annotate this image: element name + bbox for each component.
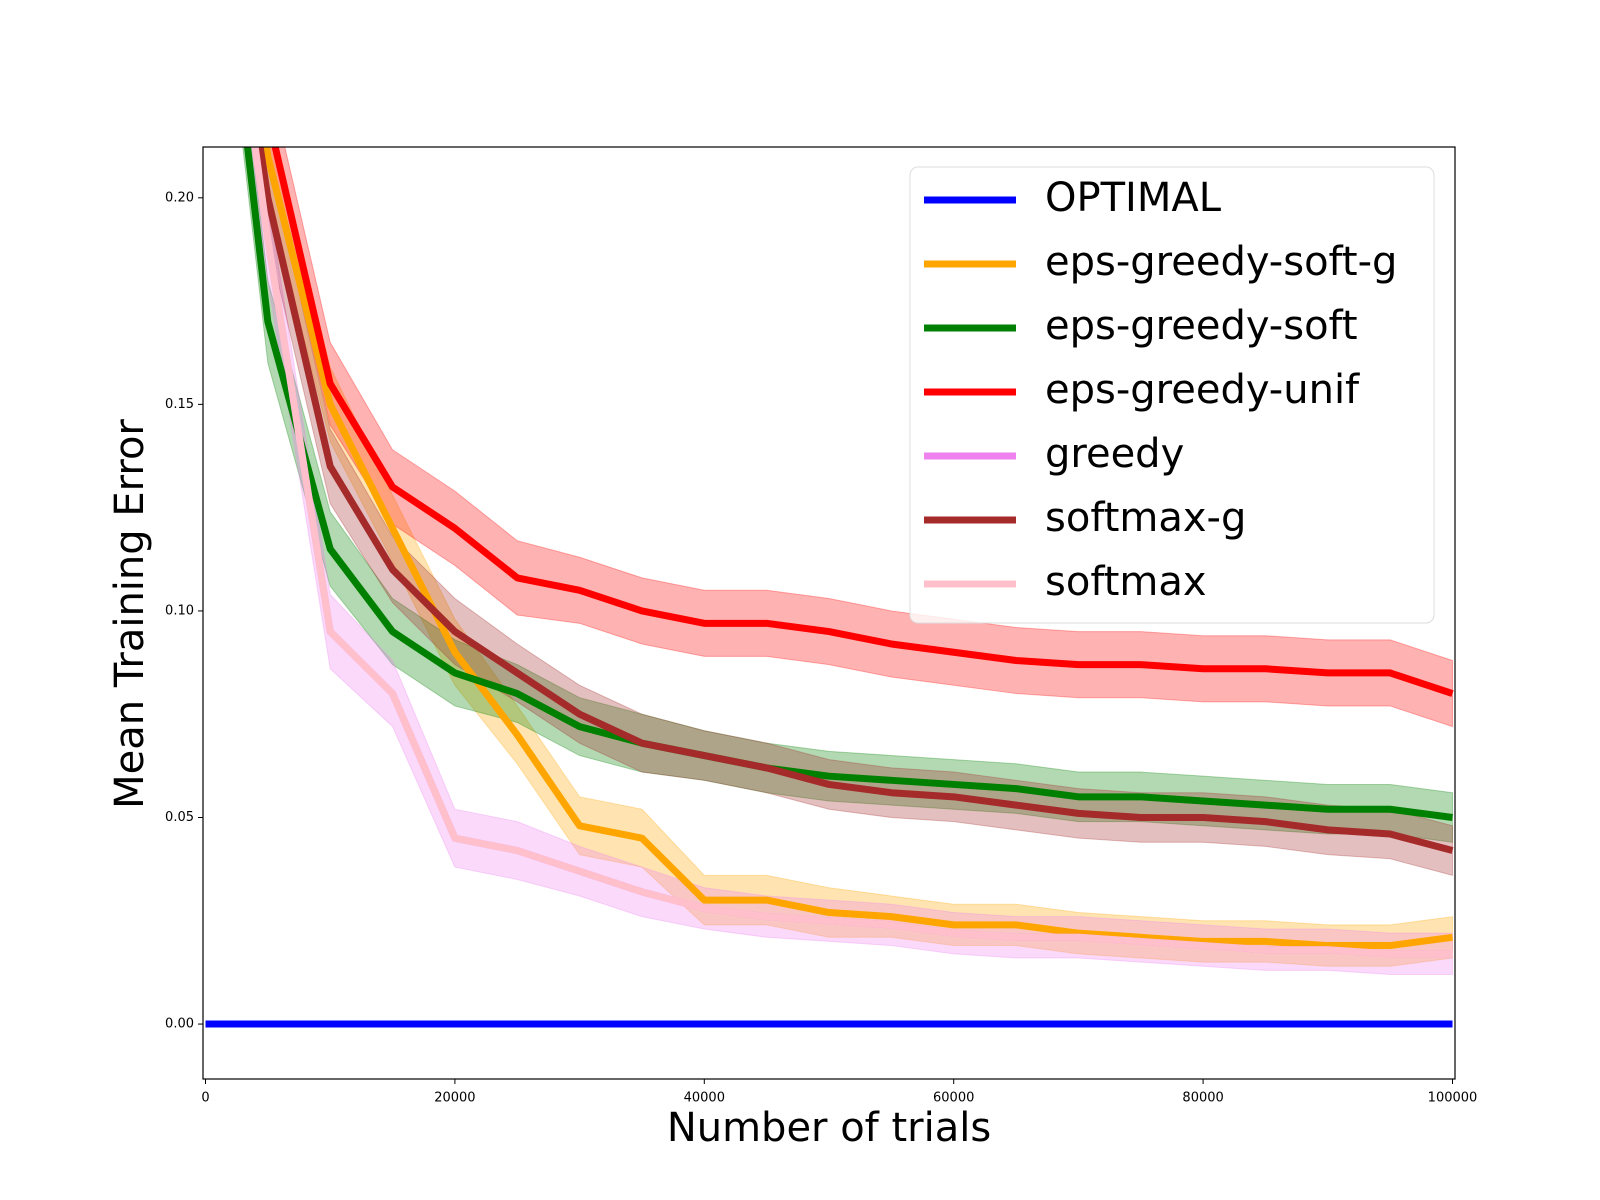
series-line — [244, 147, 1453, 821]
legend-label: OPTIMAL — [1045, 175, 1222, 221]
series-line — [271, 147, 1454, 697]
y-axis-label: Mean Training Error — [107, 419, 153, 809]
x-tick-label: 40000 — [684, 1091, 725, 1106]
y-tick-label: 0.10 — [165, 603, 194, 618]
y-tick-label: 0.20 — [165, 190, 194, 205]
legend-label: eps-greedy-unif — [1045, 367, 1360, 413]
legend-label: softmax-g — [1045, 495, 1246, 541]
error-band — [242, 147, 1454, 843]
y-tick-label: 0.00 — [165, 1017, 194, 1032]
axes: 0 20000 40000 60000 80000 100000 0.00 0.05 0.10 0… — [165, 190, 1477, 1105]
x-tick-label: 80000 — [1182, 1091, 1223, 1106]
legend-label: softmax — [1045, 559, 1207, 605]
x-tick-label: 20000 — [434, 1091, 475, 1106]
error-band — [258, 147, 1454, 967]
error-band — [265, 147, 1454, 728]
x-axis-label: Number of trials — [667, 1105, 991, 1151]
legend-label: eps-greedy-soft-g — [1045, 239, 1397, 285]
legend-label: greedy — [1045, 431, 1184, 477]
series-line — [251, 147, 1453, 958]
legend-box — [909, 166, 1435, 624]
error-band — [249, 147, 1454, 975]
series-line — [262, 147, 1453, 950]
legend-label: eps-greedy-soft — [1045, 303, 1358, 349]
series-line — [256, 147, 1454, 854]
legend: OPTIMAL eps-greedy-soft-g eps-greedy-soft e… — [909, 166, 1435, 624]
x-tick-label: 60000 — [933, 1091, 974, 1106]
y-tick-label: 0.05 — [165, 810, 194, 825]
x-tick-label: 0 — [201, 1091, 209, 1106]
x-tick-label: 100000 — [1428, 1091, 1478, 1106]
y-tick-label: 0.15 — [165, 397, 194, 412]
plot-layer — [205, 147, 1454, 1028]
plot-frame — [202, 146, 1456, 1080]
